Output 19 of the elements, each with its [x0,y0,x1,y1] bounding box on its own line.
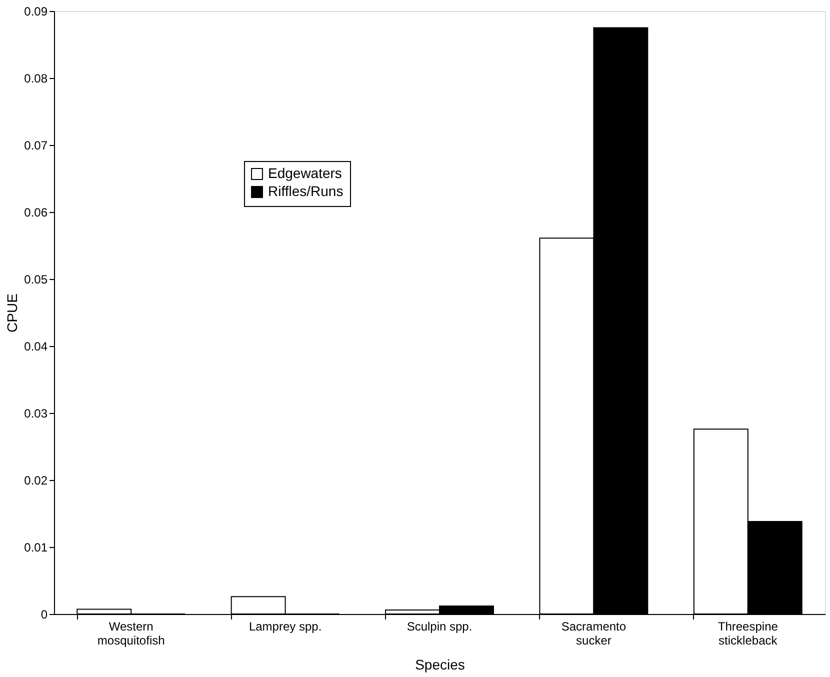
x-axis-title: Species [415,656,465,672]
legend-label: Riffles/Runs [268,183,344,199]
y-tick-label: 0 [40,608,48,622]
y-tick-label: 0.03 [24,406,48,420]
x-tick-label: Lamprey spp. [248,620,322,634]
y-tick-label: 0.06 [24,206,48,220]
y-tick-label: 0.04 [24,340,48,354]
x-tick-label: Sculpin spp. [406,620,472,634]
y-axis-title: CPUE [4,294,20,332]
y-tick-label: 0.01 [24,540,48,554]
y-tick-label: 0.09 [24,4,48,18]
y-tick-label: 0.08 [24,72,48,86]
legend-label: Edgewaters [268,165,342,181]
x-tick-label: Western mosquitofish [97,620,165,648]
y-tick-label: 0.07 [24,138,48,152]
y-tick-label: 0.02 [24,474,48,488]
x-tick-label: Sacramento sucker [561,620,626,648]
y-tick-label: 0.05 [24,272,48,286]
x-tick-label: Threespine stickleback [718,620,778,648]
